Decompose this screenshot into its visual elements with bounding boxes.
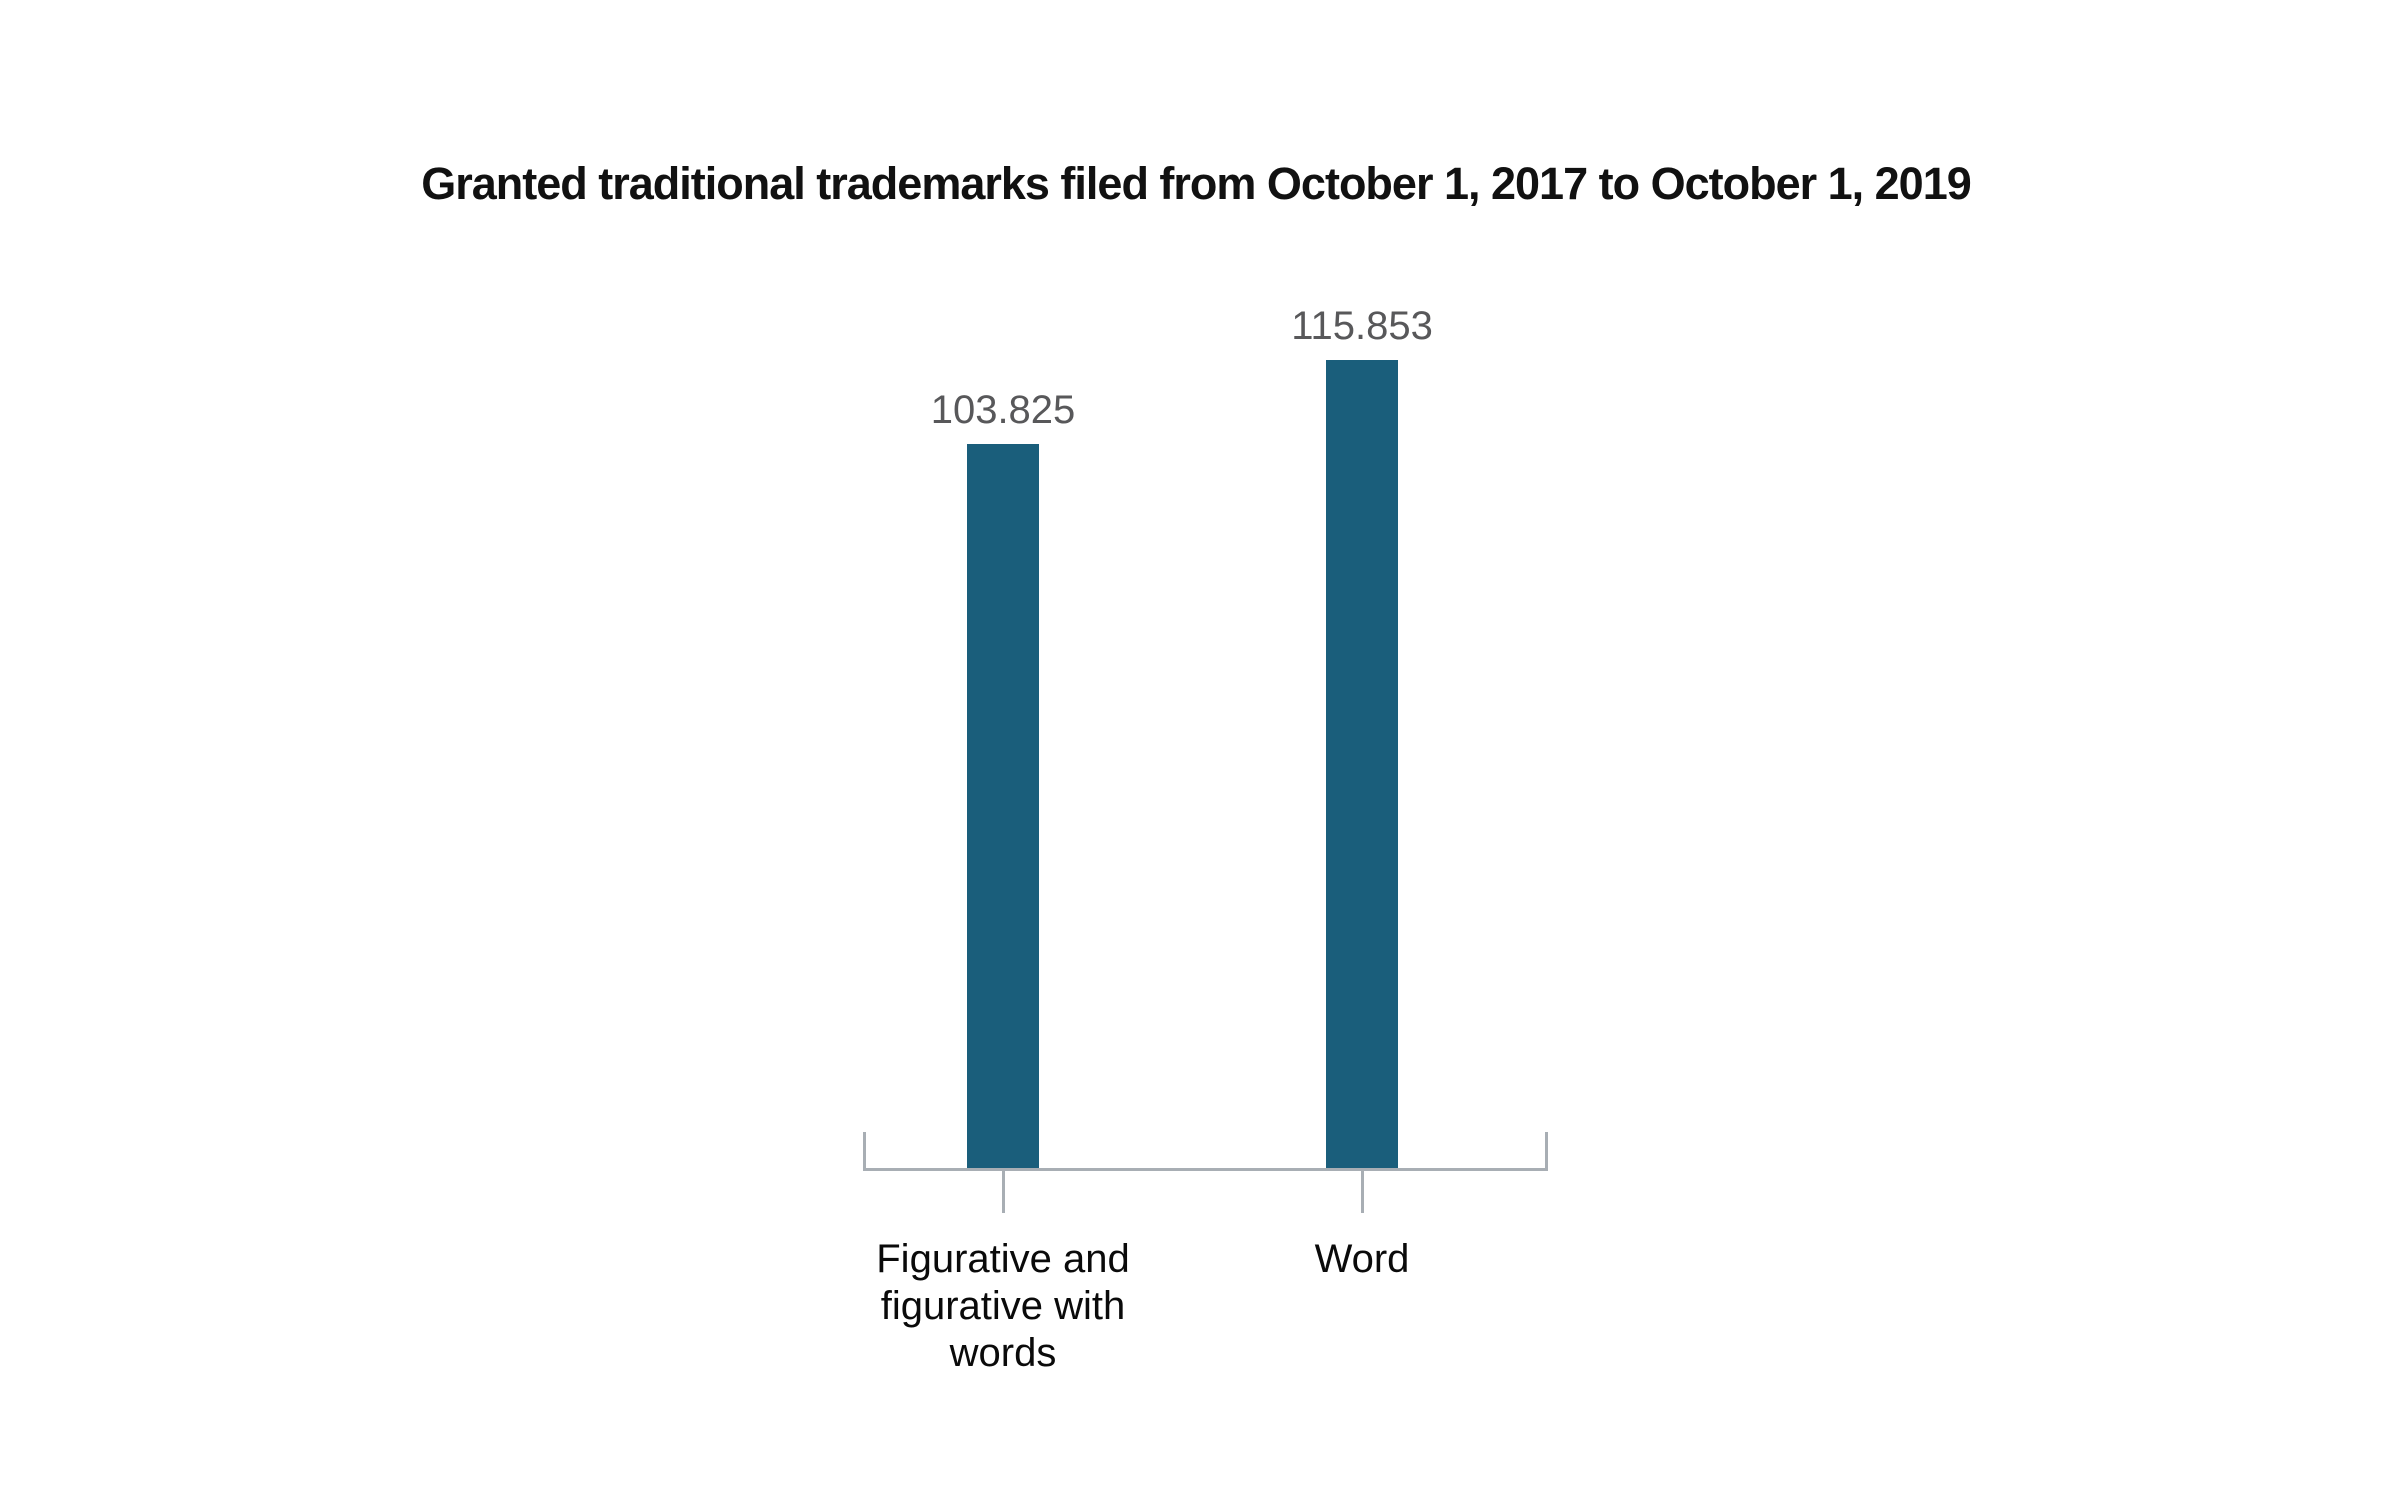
x-axis-tick xyxy=(1002,1171,1005,1213)
bar xyxy=(1326,360,1398,1168)
x-axis-right-end-cap xyxy=(1545,1132,1548,1168)
bar-value-label: 103.825 xyxy=(930,388,1076,432)
bar-value-label: 115.853 xyxy=(1291,304,1433,348)
bar xyxy=(967,444,1039,1168)
x-axis-line xyxy=(863,1168,1548,1171)
x-axis-tick xyxy=(1361,1171,1364,1213)
category-label: Word xyxy=(1314,1237,1410,1281)
chart-title: Granted traditional trademarks filed fro… xyxy=(421,158,1972,209)
category-label: Figurative and figurative with words xyxy=(876,1237,1130,1375)
x-axis-left-end-cap xyxy=(863,1132,866,1168)
